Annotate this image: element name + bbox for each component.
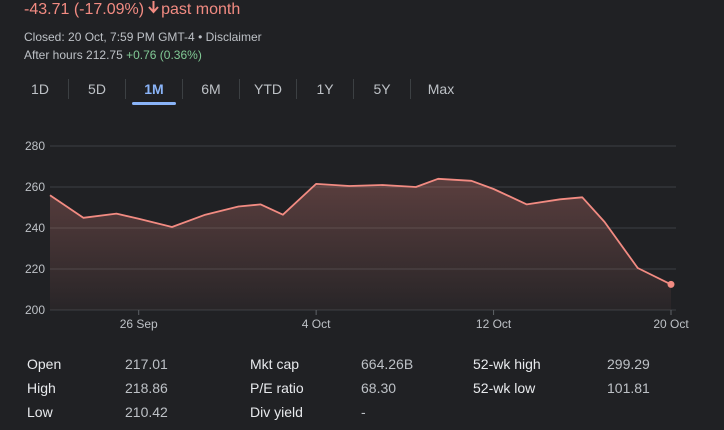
price-change-value: -43.71 (-17.09%) [24, 1, 145, 18]
tab-1y[interactable]: 1Y [316, 81, 334, 97]
stat-52wk-low-value: 101.81 [607, 380, 650, 396]
y-tick-label: 260 [25, 180, 45, 194]
stat-divyield-value: - [361, 404, 366, 420]
stat-pe-label: P/E ratio [250, 380, 304, 396]
current-price-dot [667, 280, 675, 288]
stat-high-label: High [27, 380, 56, 396]
price-chart[interactable]: 200 220 240 260 280 26 Sep 4 Oct 12 Oct 20 Oct [0, 130, 724, 340]
after-hours-price: 212.75 [86, 48, 123, 62]
tab-divider [125, 79, 126, 99]
tab-max[interactable]: Max [427, 81, 455, 97]
stat-open-value: 217.01 [125, 356, 168, 372]
arrow-down-icon [148, 0, 159, 20]
tab-1d[interactable]: 1D [31, 81, 49, 97]
after-hours-label: After hours [24, 48, 83, 62]
y-tick-label: 200 [25, 303, 45, 317]
stat-open-label: Open [27, 356, 62, 372]
stat-divyield-label: Div yield [250, 404, 303, 420]
stat-mktcap-label: Mkt cap [250, 356, 300, 372]
disclaimer-link[interactable]: Disclaimer [205, 30, 262, 44]
x-tick-label: 4 Oct [302, 317, 331, 331]
tab-divider [410, 79, 411, 99]
market-status: Closed: 20 Oct, 7:59 PM GMT-4 • Disclaim… [24, 30, 262, 44]
tab-1m[interactable]: 1M [132, 75, 176, 105]
tab-divider [239, 79, 240, 99]
separator-dot: • [198, 30, 203, 44]
tab-divider [182, 79, 183, 99]
tab-divider [296, 79, 297, 99]
stat-52wk-low-label: 52-wk low [473, 380, 536, 396]
y-tick-label: 220 [25, 262, 45, 276]
y-tick-label: 280 [25, 139, 45, 153]
range-tabs: 1D 5D 1M 6M YTD 1Y 5Y Max [24, 74, 459, 105]
x-tick-label: 26 Sep [120, 317, 158, 331]
x-tick-label: 20 Oct [653, 317, 689, 331]
stat-52wk-high-value: 299.29 [607, 356, 650, 372]
tab-ytd[interactable]: YTD [254, 81, 282, 97]
price-area [50, 178, 671, 310]
stat-52wk-high-label: 52-wk high [473, 356, 541, 372]
tab-6m[interactable]: 6M [201, 81, 221, 97]
after-hours-change: +0.76 (0.36%) [126, 48, 202, 62]
tab-5d[interactable]: 5D [88, 81, 106, 97]
stat-pe-value: 68.30 [361, 380, 397, 396]
closed-time: Closed: 20 Oct, 7:59 PM GMT-4 [24, 30, 195, 44]
price-line [49, 177, 672, 286]
period-label: past month [161, 1, 241, 18]
tab-divider [353, 79, 354, 99]
stat-low-label: Low [27, 404, 53, 420]
tab-divider [68, 79, 69, 99]
stat-mktcap-value: 664.26B [361, 356, 414, 372]
stat-low-value: 210.42 [125, 404, 168, 420]
tab-5y[interactable]: 5Y [373, 81, 391, 97]
x-tick-label: 12 Oct [476, 317, 512, 331]
price-change: -43.71 (-17.09%) past month [24, 0, 240, 20]
after-hours: After hours 212.75 +0.76 (0.36%) [24, 48, 202, 62]
y-tick-label: 240 [25, 221, 45, 235]
stat-high-value: 218.86 [125, 380, 168, 396]
